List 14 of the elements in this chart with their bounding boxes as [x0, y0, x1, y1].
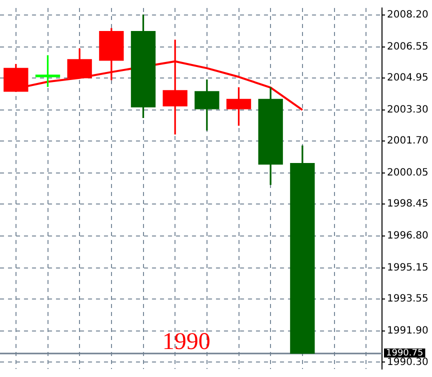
annotation: 1990 [162, 329, 210, 355]
y-tick-label: 1995.15 [387, 262, 428, 274]
ref-line-label: 1990.75 [386, 348, 424, 358]
y-tick-label: 1996.80 [387, 230, 428, 242]
y-tick-label: 2008.20 [387, 9, 428, 20]
y-tick-label: 2001.70 [387, 136, 428, 147]
y-tick-label: 1990.30 [387, 356, 428, 368]
y-tick-label: 2003.30 [387, 104, 428, 116]
y-tick-label: 2004.95 [387, 72, 428, 84]
y-tick-label: 1998.45 [387, 198, 428, 210]
y-tick-label: 1991.90 [387, 326, 428, 337]
y-tick-label: 2006.55 [387, 41, 428, 52]
y-tick-label: 1993.55 [387, 294, 428, 305]
y-tick-label: 2000.05 [387, 168, 428, 179]
